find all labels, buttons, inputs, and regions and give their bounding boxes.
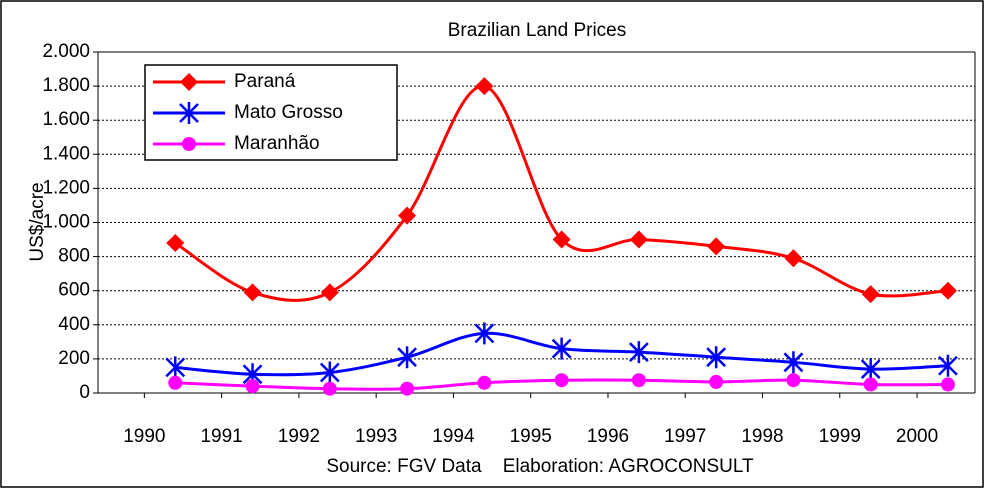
x-tick-label: 1997 — [664, 426, 706, 447]
marker — [631, 373, 646, 388]
marker — [783, 351, 804, 374]
marker — [554, 373, 569, 388]
y-tick-label: 1.000 — [42, 212, 90, 233]
marker — [706, 346, 727, 369]
x-tick-label: 2000 — [896, 426, 938, 447]
x-tick-label: 1993 — [355, 426, 397, 447]
x-tick-label: 1991 — [200, 426, 242, 447]
x-tick-label: 1990 — [123, 426, 165, 447]
y-tick-label: 1.800 — [42, 75, 90, 96]
marker — [322, 381, 337, 396]
marker — [474, 322, 495, 345]
x-tick-label: 1995 — [510, 426, 552, 447]
marker — [940, 377, 955, 392]
marker — [707, 237, 726, 256]
marker — [319, 361, 340, 384]
x-tick-label: 1998 — [741, 426, 783, 447]
marker — [709, 374, 724, 389]
marker — [320, 283, 339, 302]
y-tick-label: 200 — [58, 348, 90, 369]
marker — [629, 230, 648, 249]
legend-label: Maranhão — [234, 133, 320, 154]
marker — [551, 337, 572, 360]
marker — [786, 373, 801, 388]
y-tick-label: 800 — [58, 246, 90, 267]
marker — [552, 230, 571, 249]
marker — [628, 341, 649, 364]
marker — [245, 379, 260, 394]
y-tick-label: 1.400 — [42, 143, 90, 164]
chart-title: Brazilian Land Prices — [448, 20, 626, 41]
y-tick-label: 600 — [58, 280, 90, 301]
source-note: Source: FGV Data Elaboration: AGROCONSUL… — [326, 456, 754, 477]
marker — [168, 375, 183, 390]
x-tick-label: 1999 — [819, 426, 861, 447]
legend-marker — [179, 102, 199, 124]
x-tick-label: 1992 — [278, 426, 320, 447]
marker — [166, 233, 185, 252]
legend-marker — [182, 137, 196, 151]
marker — [165, 356, 186, 379]
y-axis-label: US$/acre — [27, 182, 48, 261]
legend-label: Paraná — [234, 71, 296, 92]
series-line — [174, 84, 949, 302]
x-tick-label: 1994 — [432, 426, 475, 447]
marker — [938, 354, 958, 377]
marker — [398, 206, 417, 225]
marker — [243, 283, 262, 302]
y-tick-label: 1.200 — [42, 177, 90, 198]
marker — [475, 77, 494, 96]
legend-marker — [180, 73, 198, 91]
marker — [784, 249, 803, 268]
y-tick-label: 1.600 — [42, 109, 90, 130]
marker — [477, 375, 492, 390]
marker — [397, 346, 417, 369]
marker — [861, 285, 880, 304]
x-tick-label: 1996 — [587, 426, 629, 447]
marker — [863, 377, 878, 392]
marker — [400, 381, 415, 396]
legend-label: Mato Grosso — [234, 102, 343, 123]
y-tick-label: 400 — [58, 314, 90, 335]
marker — [938, 281, 957, 300]
marker — [860, 358, 881, 381]
y-tick-label: 0 — [79, 382, 90, 403]
y-tick-label: 2.000 — [42, 41, 90, 62]
